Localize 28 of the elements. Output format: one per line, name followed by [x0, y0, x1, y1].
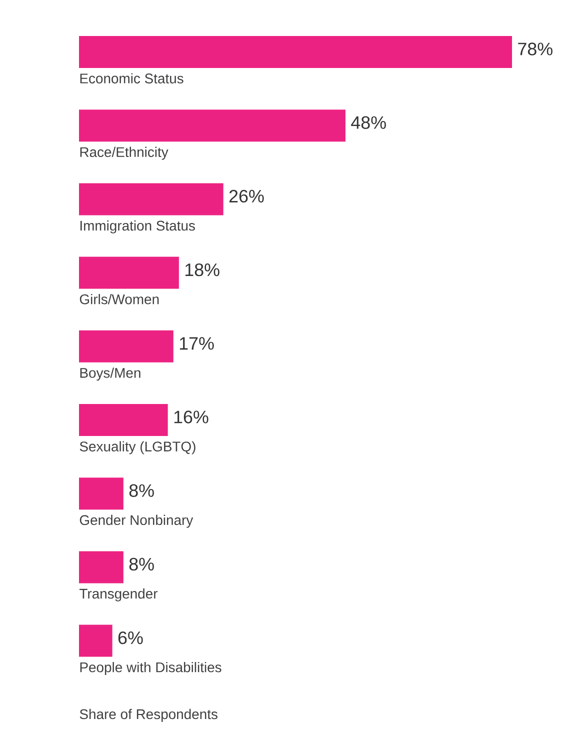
data-label: 8% — [129, 558, 154, 571]
bar — [79, 478, 124, 510]
y-tick-label: Girls/Women — [80, 294, 159, 304]
y-tick-label: Race/Ethnicity — [80, 146, 168, 160]
data-label: 8% — [129, 484, 154, 497]
y-tick-label: People with Disabilities — [80, 662, 222, 676]
data-label: 26% — [229, 190, 264, 203]
bar — [79, 183, 224, 216]
y-tick-label: Immigration Status — [80, 220, 195, 234]
data-label: 78% — [518, 42, 552, 56]
bar — [79, 551, 124, 584]
bar — [79, 110, 346, 142]
bar — [79, 330, 174, 362]
y-tick-label: Gender Nonbinary — [80, 514, 194, 528]
y-tick-label: Economic Status — [80, 73, 184, 84]
data-label: 48% — [351, 116, 386, 129]
data-label: 16% — [174, 410, 208, 424]
data-label: 6% — [118, 631, 143, 644]
y-tick-label: Transgender — [80, 588, 158, 602]
data-label: 17% — [180, 337, 214, 350]
y-tick-label: Sexuality (LGBTQ) — [80, 441, 196, 454]
bar — [79, 624, 112, 657]
x-axis-title: Share of Respondents — [80, 708, 218, 722]
bar — [79, 36, 512, 68]
bar — [79, 256, 179, 289]
y-tick-label: Boys/Men — [80, 368, 140, 381]
bar — [79, 404, 168, 436]
data-label: 18% — [185, 263, 220, 276]
